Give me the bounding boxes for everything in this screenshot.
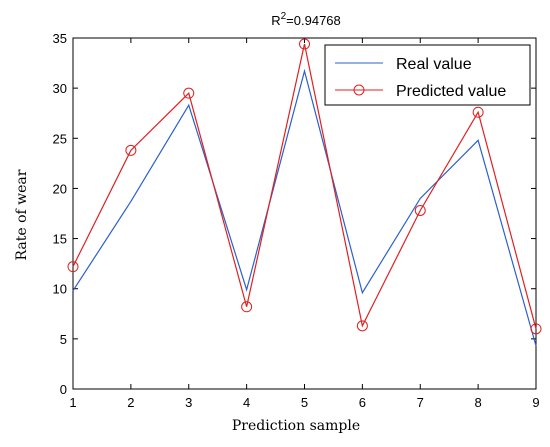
data-point-predicted (414, 204, 426, 216)
y-tick-label: 0 (60, 382, 67, 397)
x-tick-label: 7 (417, 395, 424, 410)
data-point-predicted (183, 87, 195, 99)
x-tick-label: 8 (475, 395, 482, 410)
chart-title-rest: =0.94768 (286, 13, 341, 28)
legend-label-predicted: Predicted value (396, 83, 506, 100)
series-layer (67, 38, 542, 347)
x-tick-label: 2 (127, 395, 134, 410)
x-tick-label: 9 (532, 395, 539, 410)
legend: Real value Predicted value (324, 44, 531, 106)
legend-marker-predicted (353, 84, 365, 96)
x-tick-label: 6 (359, 395, 366, 410)
x-tick-label: 4 (243, 395, 250, 410)
y-tick-label: 5 (60, 332, 67, 347)
y-tick-label: 30 (53, 81, 67, 96)
y-tick-label: 15 (53, 232, 67, 247)
data-point-predicted (356, 320, 368, 332)
y-tick-label: 35 (53, 31, 67, 46)
series-line-real (72, 68, 537, 347)
axis-ticks: 1 2 3 4 5 6 7 8 9 0 5 10 15 20 25 30 35 (53, 31, 540, 410)
y-tick-label: 10 (53, 282, 67, 297)
y-tick-label: 25 (53, 131, 67, 146)
data-point-predicted (67, 261, 79, 273)
y-tick-label: 20 (53, 181, 67, 196)
data-point-predicted (299, 38, 310, 50)
legend-label-real: Real value (396, 56, 472, 73)
x-tick-label: 1 (69, 395, 76, 410)
x-tick-label: 5 (301, 395, 308, 410)
data-point-predicted (530, 323, 542, 335)
x-tick-label: 3 (185, 395, 192, 410)
y-axis-title: Rate of wear (14, 169, 30, 260)
chart-title-base: R (271, 13, 280, 28)
series-line-predicted (72, 43, 537, 329)
data-point-predicted (472, 106, 484, 118)
x-axis-title: Prediction sample (232, 418, 360, 434)
data-point-predicted (125, 144, 137, 156)
data-point-predicted (241, 301, 253, 313)
chart-title-sup: 2 (281, 11, 287, 22)
chart-title: R2=0.94768 (271, 11, 341, 28)
